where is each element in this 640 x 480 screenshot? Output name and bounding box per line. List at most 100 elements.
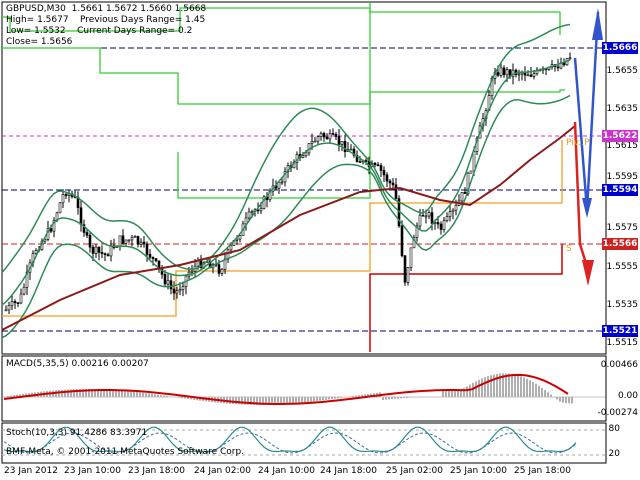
- macd-bar: [259, 397, 261, 405]
- candle-body: [64, 194, 68, 196]
- bollinger-upper: [1, 23, 571, 273]
- time-tick: 24 Jan 10:00: [258, 466, 315, 476]
- candle-body: [463, 192, 467, 194]
- macd-bar: [76, 389, 78, 397]
- price-tick: 1.5655: [606, 66, 639, 76]
- time-tick: 23 Jan 10:00: [64, 466, 121, 476]
- macd-bar: [112, 389, 114, 397]
- candle-body: [124, 239, 128, 244]
- macd-bar: [460, 390, 462, 397]
- macd-tick: 0.00: [617, 391, 638, 401]
- macd-bar: [334, 397, 336, 399]
- macd-bar: [124, 390, 126, 397]
- candle-body: [163, 274, 167, 285]
- macd-bar: [469, 384, 471, 397]
- candle-body: [106, 254, 110, 257]
- macd-bar: [169, 396, 171, 397]
- macd-bar: [493, 374, 495, 397]
- macd-bar: [145, 393, 147, 397]
- candle-body: [343, 141, 347, 152]
- time-tick: 25 Jan 02:00: [386, 466, 443, 476]
- candle-body: [133, 236, 137, 238]
- macd-bar: [406, 397, 408, 398]
- candle-body: [148, 254, 152, 258]
- macd-bar: [277, 397, 279, 405]
- macd-bar: [106, 389, 108, 397]
- envelope-upper-1: [2, 7, 561, 35]
- candle-body: [304, 152, 308, 156]
- candle-body: [166, 280, 170, 285]
- macd-bar: [271, 397, 273, 405]
- candle-body: [319, 133, 323, 137]
- macd-bar: [499, 373, 501, 397]
- macd-bar: [451, 389, 453, 397]
- macd-bar: [196, 397, 198, 401]
- candle-body: [127, 239, 131, 242]
- candle-body: [502, 67, 506, 76]
- macd-bar: [508, 373, 510, 397]
- macd-bar: [562, 397, 564, 403]
- macd-bar: [247, 397, 249, 405]
- candle-body: [100, 252, 104, 254]
- candle-body: [442, 220, 446, 230]
- previous-range-line: Previous Days Range= 1.45: [80, 15, 206, 25]
- time-tick: 24 Jan 02:00: [194, 466, 251, 476]
- candle-body: [49, 228, 53, 232]
- macd-bar: [337, 397, 339, 399]
- macd-bar: [148, 393, 150, 397]
- price-label-highlight: 1.5594: [602, 184, 638, 196]
- candle-body: [520, 72, 524, 75]
- candle-body: [403, 255, 407, 283]
- candle-body: [556, 66, 560, 69]
- candle-body: [262, 196, 266, 209]
- macd-bar: [109, 389, 111, 397]
- candle-body: [436, 222, 440, 225]
- macd-bar: [313, 397, 315, 402]
- candle-body: [355, 155, 359, 162]
- candle-body: [439, 223, 443, 230]
- macd-bar: [403, 397, 405, 399]
- macd-bar: [70, 389, 72, 397]
- candle-body: [238, 235, 242, 240]
- macd-bar: [391, 397, 393, 400]
- macd-bar: [10, 395, 12, 397]
- candle-body: [79, 207, 83, 225]
- macd-bar: [544, 389, 546, 397]
- candle-body: [418, 214, 422, 227]
- candle-body: [445, 216, 449, 221]
- price-tick: 1.5595: [606, 172, 639, 182]
- macd-bar: [511, 373, 513, 397]
- candle-body: [526, 74, 530, 77]
- candle-body: [250, 211, 254, 213]
- blue-arrowhead-up: [592, 8, 603, 40]
- macd-bar: [241, 397, 243, 405]
- candle-body: [118, 235, 122, 247]
- candle-body: [220, 269, 224, 274]
- candle-body: [244, 217, 248, 225]
- candle-body: [217, 264, 221, 274]
- macd-bar: [445, 389, 447, 397]
- macd-bar: [535, 383, 537, 397]
- macd-bar: [16, 394, 18, 397]
- copyright-text: BMF-Meta, © 2001-2011 MetaQuotes Softwar…: [6, 447, 245, 457]
- macd-bar: [73, 389, 75, 397]
- macd-bar: [82, 389, 84, 397]
- candle-body: [94, 246, 98, 254]
- macd-bar: [151, 393, 153, 397]
- macd-bar: [523, 377, 525, 397]
- close-line: Close= 1.5656: [6, 37, 73, 47]
- support-label: S: [566, 244, 572, 254]
- macd-panel-border: [1, 355, 607, 422]
- macd-bar: [319, 397, 321, 401]
- macd-bar: [448, 389, 450, 397]
- candle-body: [181, 286, 185, 290]
- macd-bar: [475, 381, 477, 397]
- bollinger-middle: [1, 59, 571, 306]
- macd-bar: [538, 385, 540, 397]
- stoch-tick: 80: [608, 424, 620, 434]
- price-tick: 1.5515: [606, 338, 639, 348]
- macd-bar: [232, 397, 234, 405]
- red-arrowhead-down: [582, 260, 594, 286]
- envelope-lower-1: [177, 2, 371, 199]
